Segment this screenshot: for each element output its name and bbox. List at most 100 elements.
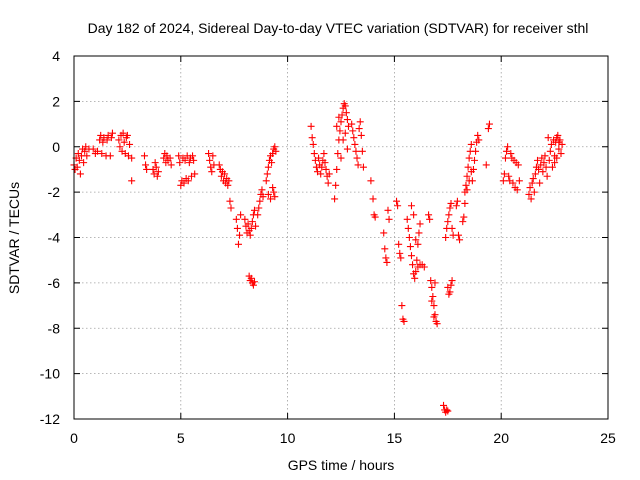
data-point [191,170,199,178]
data-point [185,159,193,167]
x-tick-label: 15 [387,430,403,446]
data-point [116,143,124,151]
data-point [341,102,349,110]
data-point [433,320,441,328]
y-tick-label: -6 [48,275,61,291]
data-point [462,181,470,189]
data-point [189,152,197,160]
data-point [460,213,468,221]
data-point [440,401,448,409]
data-point [426,215,434,223]
data-point [527,195,535,203]
data-point [465,177,473,185]
data-point [254,211,262,219]
data-point [485,120,493,128]
data-point [337,118,345,126]
data-point [429,292,437,300]
data-point [555,145,563,153]
data-point [356,118,364,126]
data-point [128,177,136,185]
data-point [354,161,362,169]
data-point [447,199,455,207]
data-point [153,172,161,180]
data-point [76,170,84,178]
data-point [407,252,415,260]
data-point [244,220,252,228]
data-point [167,161,175,169]
data-point [271,193,279,201]
data-point [272,147,280,155]
data-point [380,229,388,237]
x-tick-label: 0 [70,430,78,446]
data-point [452,202,460,210]
data-point [459,218,467,226]
data-point [205,150,213,158]
data-point [371,213,379,221]
data-point [509,179,517,187]
data-point [461,199,469,207]
data-point [412,268,420,276]
data-point [430,313,438,321]
data-point [555,138,563,146]
data-point [425,211,433,219]
data-point [259,193,267,201]
data-point [120,138,128,146]
data-point [324,179,332,187]
data-point [151,159,159,167]
data-point [557,150,565,158]
data-point [545,156,553,164]
data-point [332,181,340,189]
data-point [543,172,551,180]
data-point [546,147,554,155]
data-point [404,224,412,232]
data-point [381,245,389,253]
data-point [215,161,223,169]
data-point [349,127,357,135]
y-tick-label: -8 [48,320,61,336]
data-point [128,154,136,162]
data-point [336,127,344,135]
data-point [445,211,453,219]
data-point [515,177,523,185]
data-point [236,231,244,239]
data-point [341,129,349,137]
data-point [342,109,350,117]
data-point [428,283,436,291]
data-point [353,154,361,162]
data-point [335,113,343,121]
data-point [322,165,330,173]
data-point [400,317,408,325]
data-point [232,215,240,223]
data-point [406,243,414,251]
data-point [442,234,450,241]
data-point [416,220,424,228]
y-tick-label: -10 [40,366,60,382]
data-point [106,152,114,160]
data-point [395,240,403,248]
data-point [307,122,315,130]
data-point [320,150,328,158]
data-point [142,161,150,169]
data-point [397,254,405,262]
data-point [331,195,339,203]
data-point [348,120,356,128]
data-point [225,177,233,185]
data-point [536,179,544,187]
data-point [443,406,451,414]
data-point [226,197,234,205]
data-point [325,170,333,178]
data-point [503,147,511,155]
data-point [181,156,189,164]
data-point [475,136,483,144]
data-point [430,302,438,310]
data-point [448,224,456,232]
data-point [482,161,490,169]
data-point [530,188,538,196]
data-point [310,150,318,158]
data-point [333,165,341,173]
data-point [413,256,421,264]
data-point [256,197,264,205]
data-point [405,234,413,241]
data-point [472,147,480,155]
data-point [384,206,392,214]
